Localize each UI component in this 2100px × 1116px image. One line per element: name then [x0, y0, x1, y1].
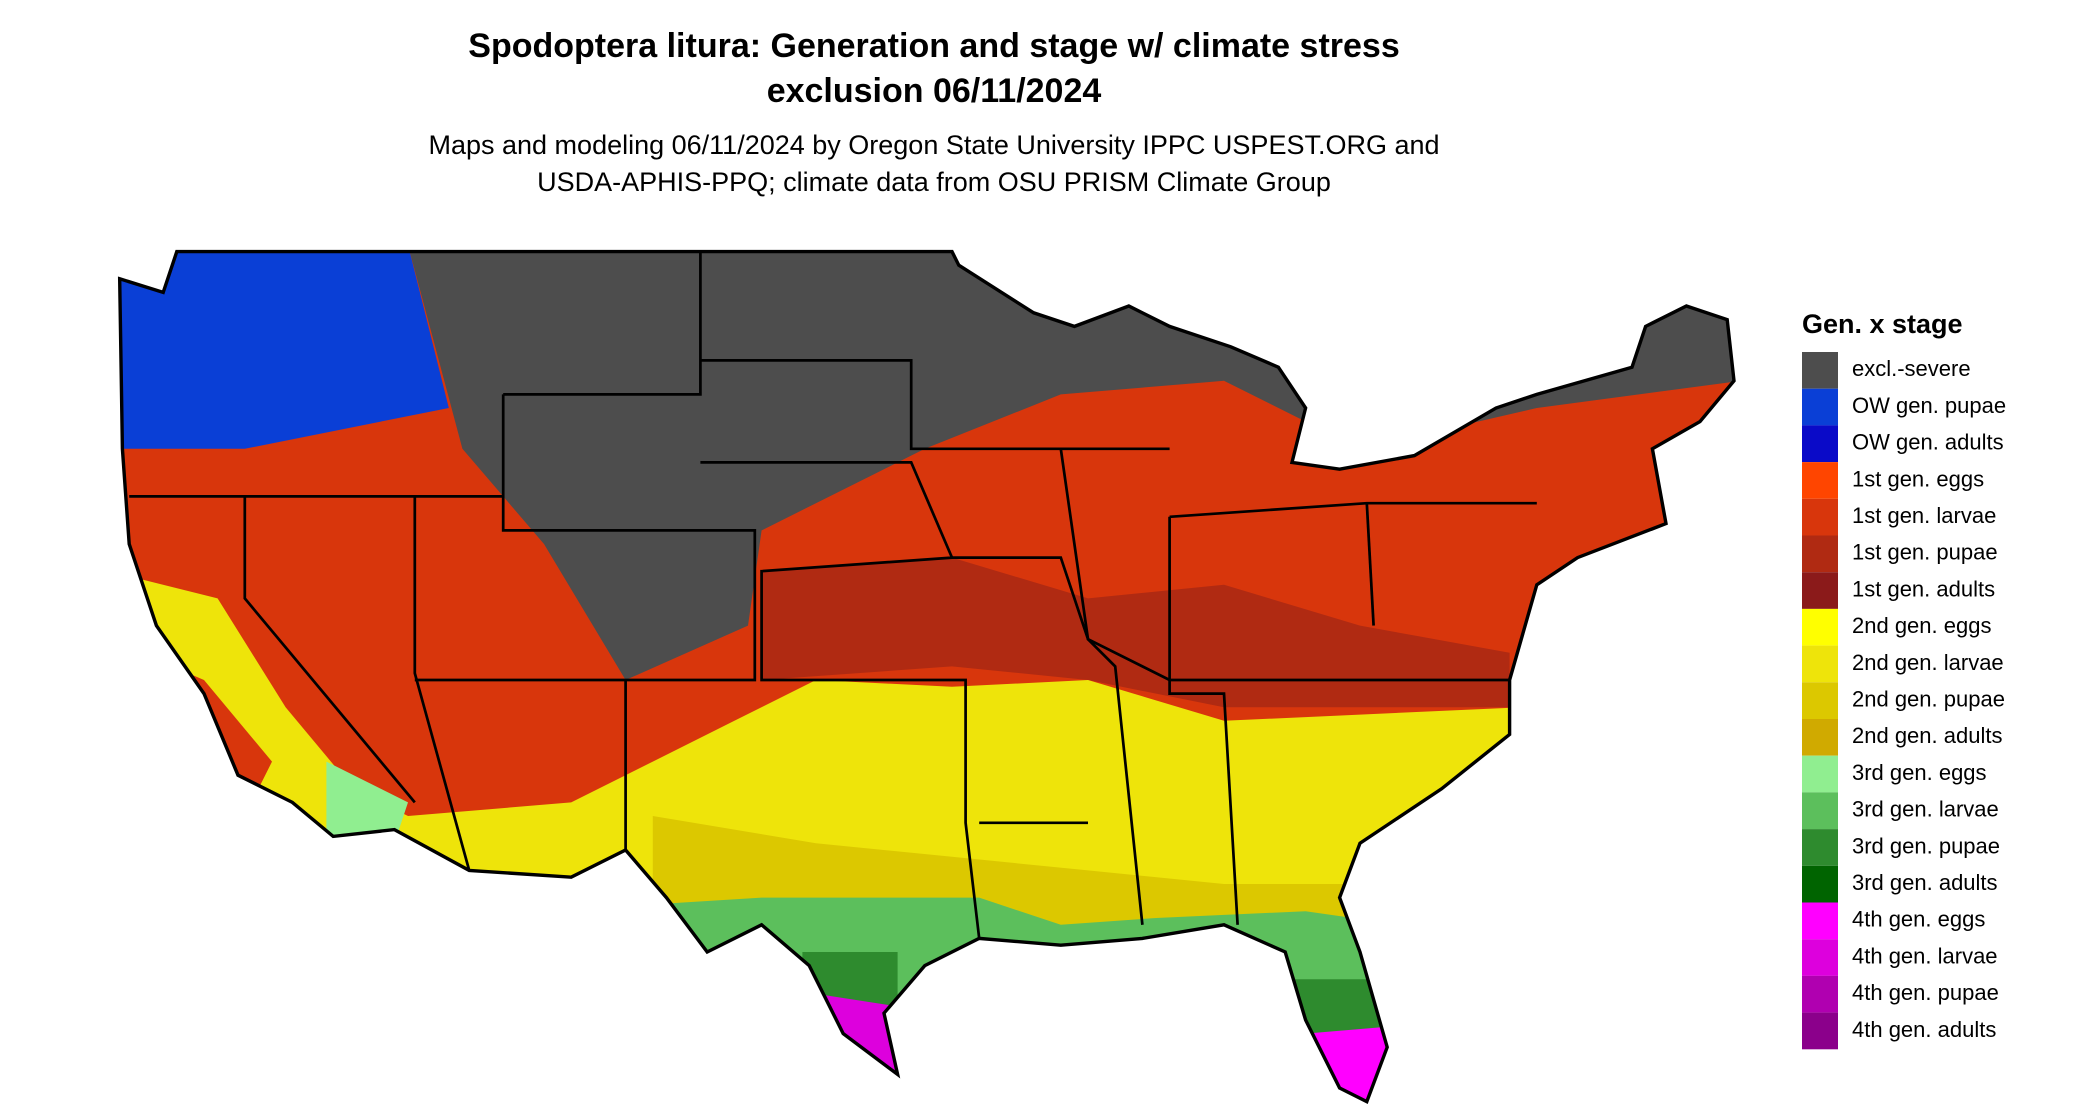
- legend-label: OW gen. adults: [1852, 430, 2004, 455]
- legend-label: excl.-severe: [1852, 356, 1971, 381]
- legend-swatch: [1802, 719, 1838, 756]
- legend-label: 4th gen. pupae: [1852, 980, 1999, 1005]
- legend-swatch: [1802, 755, 1838, 793]
- legend-swatch: [1802, 535, 1838, 573]
- legend-label: 2nd gen. pupae: [1852, 686, 2005, 711]
- legend-label: 4th gen. eggs: [1852, 907, 1985, 932]
- legend-label: 2nd gen. larvae: [1852, 650, 2004, 675]
- legend-swatch: [1802, 388, 1838, 426]
- legend-swatch: [1802, 352, 1838, 389]
- legend-label: 2nd gen. eggs: [1852, 613, 1991, 638]
- legend-title: Gen. x stage: [1802, 309, 1963, 339]
- subtitle: USDA-APHIS-PPQ; climate data from OSU PR…: [537, 167, 1331, 197]
- legend-label: OW gen. pupae: [1852, 393, 2006, 418]
- legend-label: 1st gen. larvae: [1852, 503, 1996, 528]
- legend-swatch: [1802, 902, 1838, 940]
- legend-label: 3rd gen. pupae: [1852, 833, 2000, 858]
- legend-swatch: [1802, 572, 1838, 609]
- legend-swatch: [1802, 1012, 1838, 1050]
- legend-swatch: [1802, 939, 1838, 976]
- legend-swatch: [1802, 975, 1838, 1013]
- title: Spodoptera litura: Generation and stage …: [468, 27, 1399, 65]
- legend-label: 1st gen. pupae: [1852, 540, 1998, 565]
- legend-label: 1st gen. adults: [1852, 576, 1995, 601]
- legend-swatch: [1802, 425, 1838, 463]
- legend-label: 4th gen. larvae: [1852, 943, 1998, 968]
- legend-swatch: [1802, 792, 1838, 830]
- legend-swatch: [1802, 682, 1838, 719]
- state-lines: [129, 251, 1537, 939]
- legend-label: 4th gen. adults: [1852, 1017, 1996, 1042]
- legend-swatch: [1802, 498, 1838, 536]
- legend: excl.-severe OW gen. pupae OW gen. adults 1…: [1802, 352, 2006, 1050]
- map: [117, 249, 1736, 1104]
- legend-swatch: [1802, 462, 1838, 499]
- legend-swatch: [1802, 608, 1838, 646]
- legend-swatch: [1802, 645, 1838, 683]
- legend-label: 3rd gen. adults: [1852, 870, 1998, 895]
- legend-label: 3rd gen. eggs: [1852, 760, 1987, 785]
- subtitle: Maps and modeling 06/11/2024 by Oregon S…: [428, 130, 1439, 160]
- legend-label: 2nd gen. adults: [1852, 723, 2002, 748]
- legend-label: 3rd gen. larvae: [1852, 797, 1999, 822]
- legend-label: 1st gen. eggs: [1852, 466, 1984, 491]
- title: exclusion 06/11/2024: [767, 72, 1102, 110]
- legend-swatch: [1802, 865, 1838, 903]
- legend-swatch: [1802, 829, 1838, 866]
